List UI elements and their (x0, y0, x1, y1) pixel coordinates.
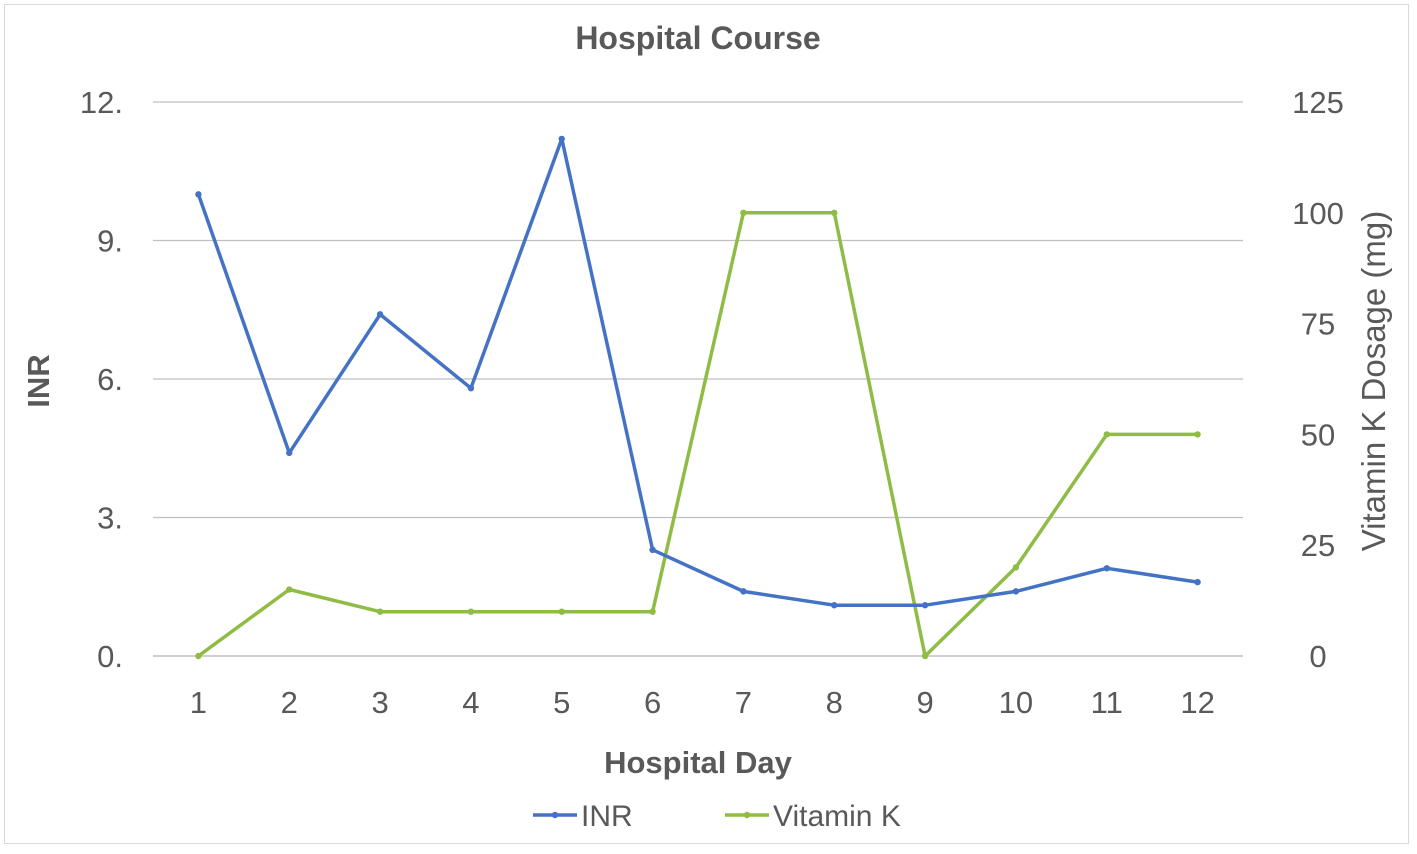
data-point-vitamin-k (649, 608, 656, 615)
data-point-vitamin-k (831, 209, 838, 216)
legend-marker-vitamin-k (743, 811, 751, 819)
y2-tick-label: 75 (1301, 307, 1335, 342)
data-point-inr (831, 602, 838, 609)
legend-label-inr: INR (581, 800, 633, 833)
series-line-vitamin-k (196, 211, 1200, 658)
x-tick-label: 6 (644, 685, 661, 720)
data-point-inr (467, 385, 475, 392)
x-tick-label: 5 (553, 685, 570, 720)
y2-tick-label: 50 (1301, 417, 1335, 452)
hospital-course-chart: Hospital Course 0.3.6.9.12. 025507510012… (21, 20, 1392, 833)
data-point-vitamin-k (286, 586, 293, 593)
y-tick-label: 9. (97, 224, 123, 259)
y2-tick-label: 100 (1292, 196, 1344, 231)
data-point-vitamin-k (467, 608, 475, 615)
y2-tick-label: 25 (1301, 528, 1335, 563)
series-layer (195, 135, 1201, 660)
x-axis: 1 2 3 4 5 6 7 8 9 10 11 12 (190, 685, 1215, 720)
data-point-inr (649, 546, 656, 554)
x-tick-label: 11 (1091, 685, 1123, 720)
y2-tick-label: 125 (1292, 85, 1344, 120)
y-tick-label: 12. (80, 85, 123, 120)
data-point-inr (195, 191, 202, 198)
y2-axis-title: Vitamin K Dosage (mg) (1355, 211, 1392, 552)
x-tick-label: 10 (999, 685, 1033, 720)
data-point-vitamin-k (195, 652, 202, 660)
data-point-inr (558, 135, 565, 143)
x-tick-label: 8 (826, 685, 843, 720)
x-tick-label: 7 (735, 685, 752, 720)
x-tick-label: 9 (916, 685, 933, 720)
data-point-vitamin-k (1194, 431, 1201, 438)
data-point-vitamin-k (740, 209, 747, 216)
x-tick-label: 3 (371, 685, 388, 720)
data-point-vitamin-k (1103, 431, 1110, 438)
data-point-inr (1012, 588, 1020, 595)
x-tick-label: 2 (281, 685, 298, 720)
legend-marker-inr (551, 811, 559, 819)
data-point-vitamin-k (376, 608, 384, 615)
series-line-inr (196, 137, 1200, 607)
legend-label-vitamin-k: Vitamin K (773, 800, 901, 833)
data-point-vitamin-k (921, 652, 929, 660)
y2-tick-label: 0 (1309, 639, 1326, 674)
left-y-axis: 0. 3. 6. 9. 12. (80, 85, 123, 674)
data-point-vitamin-k (1012, 564, 1020, 571)
data-point-inr (286, 449, 293, 457)
x-axis-title: Hospital Day (604, 745, 793, 780)
y-tick-label: 3. (97, 501, 123, 536)
right-y-axis: 0 25 50 75 100 125 (1292, 85, 1344, 674)
y-tick-label: 6. (97, 362, 123, 397)
x-tick-label: 1 (190, 685, 207, 720)
data-point-inr (740, 588, 747, 595)
data-point-inr (376, 311, 384, 318)
y-tick-label: 0. (97, 639, 123, 674)
x-tick-label: 12 (1180, 685, 1214, 720)
y-axis-title: INR (21, 354, 56, 407)
x-tick-label: 4 (462, 685, 479, 720)
data-point-vitamin-k (558, 608, 565, 615)
data-point-inr (921, 602, 929, 609)
chart-frame: Hospital Course 0. 3. 6. 9. 12. 0 25 50 75 100 12… (4, 4, 1409, 844)
grid-layer (153, 101, 1243, 657)
legend: INR Vitamin K (533, 800, 901, 833)
data-point-inr (1103, 565, 1110, 572)
data-point-inr (1194, 578, 1201, 586)
chart-title: Hospital Course (575, 20, 820, 56)
